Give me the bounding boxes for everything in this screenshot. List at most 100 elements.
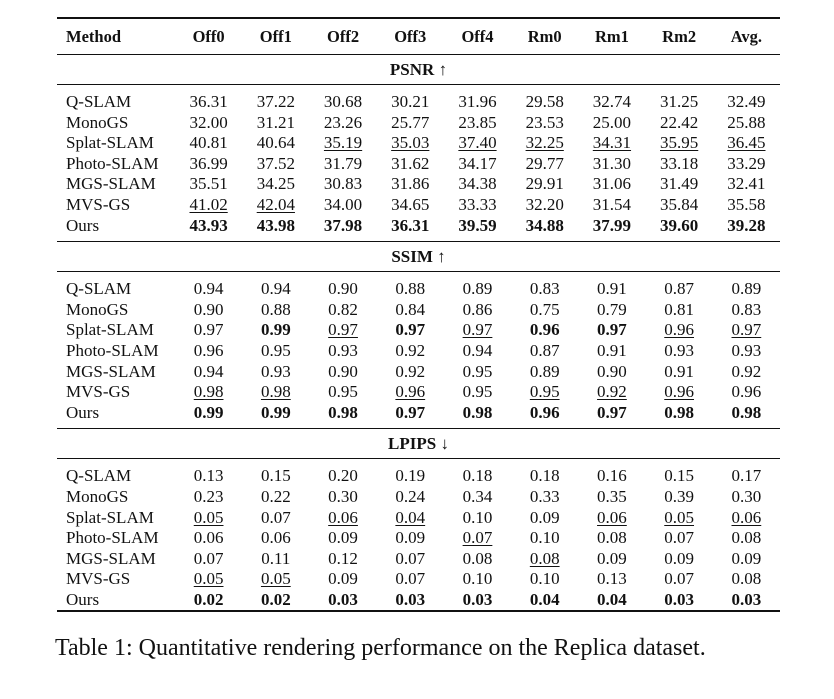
second-best-value: 35.03 [391, 133, 430, 153]
metric-cell: 0.82 [328, 299, 358, 319]
metric-cell: 25.00 [592, 112, 632, 132]
second-best-value: 34.31 [592, 133, 632, 153]
metric-cell: 0.19 [395, 466, 426, 486]
metric-cell: 0.05 [242, 569, 309, 590]
metric-cell: 0.96 [377, 382, 444, 403]
metric-cell: 37.40 [444, 133, 511, 154]
metric-cell: 0.03 [309, 589, 377, 613]
metric-cell: 31.21 [256, 112, 295, 132]
method-name: Photo-SLAM [66, 340, 159, 360]
metric-cell: 25.77 [391, 112, 430, 132]
method-name: MGS-SLAM [66, 174, 156, 194]
metric-cell: 0.34 [462, 486, 493, 506]
column-header: Rm2 [645, 17, 713, 55]
metric-cell: 0.09 [597, 548, 627, 568]
column-header: Off1 [242, 17, 310, 55]
second-best-value: 0.08 [529, 548, 560, 568]
method-name: Q-SLAM [66, 279, 132, 299]
metric-cell: 35.58 [727, 194, 766, 214]
metric-cell: 0.95 [328, 382, 358, 402]
metric-cell: 0.04 [578, 589, 646, 613]
metric-cell: 0.75 [529, 299, 560, 319]
second-best-value: 0.05 [193, 507, 224, 527]
metric-cell: 43.98 [242, 215, 310, 243]
metric-cell: 0.96 [646, 320, 713, 341]
second-best-value: 0.96 [395, 382, 426, 402]
method-name: MVS-GS [66, 382, 131, 402]
method-name: MVS-GS [66, 569, 131, 589]
metric-cell: 0.97 [444, 320, 511, 341]
table-row: Splat-SLAM 0.05 0.07 0.06 0.04 0.10 0.09 0.06 0.… [57, 508, 780, 529]
metric-cell: 31.79 [323, 153, 363, 173]
metric-cell: 42.04 [242, 195, 309, 216]
metric-cell: 0.07 [395, 548, 426, 568]
metric-cell: 0.83 [731, 299, 762, 319]
metric-cell: 0.99 [175, 402, 243, 430]
metric-cell: 31.06 [592, 174, 632, 194]
metric-cell: 0.07 [395, 569, 426, 589]
section-header-row: LPIPS ↓ [57, 428, 780, 460]
method-name: Photo-SLAM [66, 528, 159, 548]
metric-cell: 31.62 [391, 153, 430, 173]
second-best-value: 0.04 [395, 507, 426, 527]
table-row: Photo-SLAM 0.96 0.95 0.93 0.92 0.94 0.87 0.91 0.… [57, 341, 780, 362]
metric-cell: 0.03 [645, 589, 713, 613]
metric-cell: 0.96 [646, 382, 713, 403]
table-row: Q-SLAM 0.94 0.94 0.90 0.88 0.89 0.83 0.91 0.87 0.… [57, 272, 780, 300]
metric-cell: 0.15 [260, 466, 291, 486]
metric-cell: 0.18 [529, 466, 560, 486]
second-best-value: 0.98 [260, 382, 291, 402]
second-best-value: 41.02 [189, 194, 228, 214]
metric-cell: 0.23 [193, 486, 224, 506]
metric-cell: 0.98 [443, 402, 512, 430]
metric-cell: 30.68 [323, 92, 363, 111]
metric-cell: 0.04 [377, 508, 444, 529]
column-header: Rm1 [578, 17, 646, 55]
metric-cell: 34.17 [458, 153, 497, 173]
section-title: SSIM ↑ [57, 241, 780, 273]
column-header: Off4 [443, 17, 512, 55]
metric-cell: 0.03 [376, 589, 444, 613]
table-row: MGS-SLAM 0.94 0.93 0.90 0.92 0.95 0.89 0.90 0.91… [57, 362, 780, 383]
metric-cell: 0.97 [578, 402, 646, 430]
metric-cell: 0.97 [597, 320, 627, 340]
second-best-value: 0.07 [462, 528, 493, 548]
metric-cell: 0.94 [193, 279, 224, 299]
metric-cell: 33.33 [458, 194, 497, 214]
metric-cell: 0.92 [395, 361, 426, 381]
metric-cell: 34.38 [458, 174, 497, 194]
metric-cell: 0.99 [242, 402, 310, 430]
metric-cell: 22.42 [660, 112, 699, 132]
metric-cell: 0.84 [395, 299, 426, 319]
metric-cell: 0.06 [713, 508, 780, 529]
metric-cell: 0.12 [328, 548, 358, 568]
metric-cell: 23.53 [525, 112, 564, 132]
second-best-value: 0.06 [731, 507, 762, 527]
metric-cell: 0.97 [309, 320, 376, 341]
metric-cell: 0.06 [193, 528, 224, 548]
method-name: Ours [57, 402, 175, 430]
method-name: Photo-SLAM [66, 153, 159, 173]
metric-cell: 0.09 [395, 528, 426, 548]
metric-cell: 0.90 [328, 361, 358, 381]
metric-cell: 36.45 [713, 133, 780, 154]
metric-cell: 32.41 [727, 174, 766, 194]
table-row: Ours 0.02 0.02 0.03 0.03 0.03 0.04 0.04 0.03 0.03 [57, 589, 780, 613]
metric-cell: 0.98 [645, 402, 713, 430]
column-header: Rm0 [511, 17, 579, 55]
metric-cell: 40.81 [189, 133, 228, 153]
metric-cell: 32.25 [511, 133, 578, 154]
metric-cell: 0.87 [529, 340, 560, 360]
table-row: MGS-SLAM 35.51 34.25 30.83 31.86 34.38 29.91 31… [57, 174, 780, 195]
table-row: MonoGS 32.00 31.21 23.26 25.77 23.85 23.53 25.0… [57, 113, 780, 134]
table-row: Photo-SLAM 36.99 37.52 31.79 31.62 34.17 29.77… [57, 154, 780, 175]
metric-cell: 0.05 [175, 508, 242, 529]
metric-cell: 23.85 [458, 112, 497, 132]
metric-cell: 33.29 [727, 153, 766, 173]
metric-cell: 0.05 [175, 569, 242, 590]
column-header: Avg. [712, 17, 780, 55]
second-best-value: 0.05 [664, 507, 695, 527]
metric-cell: 0.95 [462, 361, 493, 381]
method-name: Q-SLAM [66, 92, 132, 111]
metric-cell: 0.15 [664, 466, 695, 486]
